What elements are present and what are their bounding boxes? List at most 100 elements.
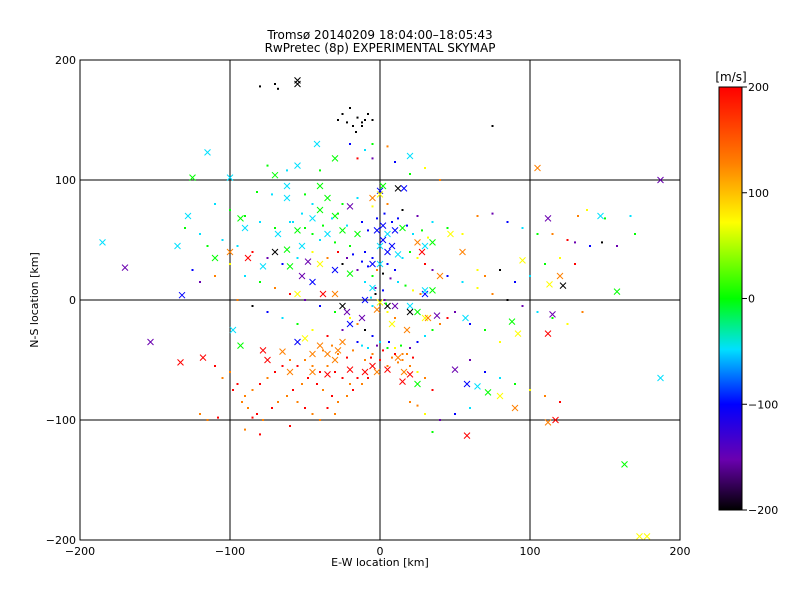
data-point-x [294,227,301,234]
data-point-dot [431,329,434,331]
data-point-dot [536,233,539,235]
y-tick-label: 200 [55,54,76,67]
data-point-dot [577,215,579,217]
data-point-x [237,215,244,222]
data-point-dot [326,335,329,337]
data-point-x [264,356,271,364]
data-point-x [424,314,432,322]
data-point-x [373,306,381,313]
data-point-dot [364,149,366,151]
data-point-dot [446,227,449,229]
data-point-dot [371,157,374,160]
data-point-dot [266,164,269,167]
data-point-x [376,242,384,250]
data-point-dot [322,224,324,227]
data-point-x [388,242,396,250]
data-point-dot [383,212,386,215]
colorbar [718,86,743,511]
data-point-x [418,248,426,256]
data-point-dot [367,113,369,115]
data-point-dot [346,224,348,227]
data-point-x [511,404,519,412]
data-point-dot [319,169,321,172]
data-point-dot [356,197,359,199]
data-point-dot [311,233,314,235]
data-point-dot [259,85,261,88]
data-point-x [433,312,441,319]
data-point-dot [409,347,411,349]
data-point-dot [629,215,632,217]
data-point-x [643,533,651,540]
data-point-dot [334,241,336,244]
data-point-x [286,263,294,270]
data-point-dot [286,395,288,397]
data-point-dot [199,281,201,283]
data-point-dot [349,383,351,385]
data-point-dot [484,329,486,331]
data-point-dot [386,145,389,148]
data-point-dot [341,113,344,115]
data-point-dot [559,257,561,259]
data-point-dot [304,299,306,301]
x-tick-label: 0 [377,545,384,558]
data-point-x [463,380,471,388]
data-point-dot [391,221,393,223]
data-point-dot [244,215,246,217]
data-point-dot [322,389,324,391]
data-point-dot [289,221,291,223]
data-point-dot [424,335,426,337]
data-point-dot [476,287,479,289]
data-point-x [400,368,408,376]
data-point-x [324,194,331,202]
data-point-dot [566,323,569,325]
data-point-x [324,230,331,238]
data-point-dot [404,284,407,287]
data-point-dot [326,407,329,409]
data-point-dot [352,253,354,256]
data-point-dot [416,257,419,259]
data-point-dot [514,383,516,385]
data-point-x [384,366,391,373]
data-point-dot [367,265,369,268]
data-point-x [283,194,291,202]
data-point-dot [364,119,366,121]
data-point-dot [391,356,393,359]
data-point-dot [251,416,254,419]
data-point-dot [244,428,246,431]
data-point-dot [355,131,357,133]
data-point-dot [341,203,344,205]
data-point-dot [484,371,486,373]
colorbar-label: [m/s] [715,70,746,84]
data-point-dot [326,257,329,259]
data-point-dot [386,203,389,205]
data-point-dot [259,383,261,385]
data-point-dot [292,389,294,391]
data-point-dot [256,413,258,415]
data-point-dot [214,365,216,367]
data-point-x [369,194,376,202]
data-point-dot [277,87,279,90]
data-point-dot [371,353,374,355]
data-point-dot [346,395,348,397]
data-point-x [394,354,402,361]
y-tick-label: −200 [46,534,76,547]
data-point-x [514,330,522,337]
data-point-dot [424,377,426,379]
data-point-x [244,254,252,262]
data-point-x [549,311,556,318]
data-point-dot [296,257,299,259]
data-point-dot [311,251,314,253]
data-point-dot [236,245,239,247]
data-point-dot [544,395,546,397]
data-point-dot [199,233,201,235]
data-point-x [459,248,466,256]
data-point-dot [506,221,509,223]
data-point-dot [551,233,554,235]
data-point-x [343,308,351,316]
data-point-x [316,182,324,190]
data-point-x [199,354,207,361]
data-point-x [544,215,552,222]
data-point-x [184,212,192,220]
data-point-dot [319,305,321,307]
data-point-x [379,222,387,229]
